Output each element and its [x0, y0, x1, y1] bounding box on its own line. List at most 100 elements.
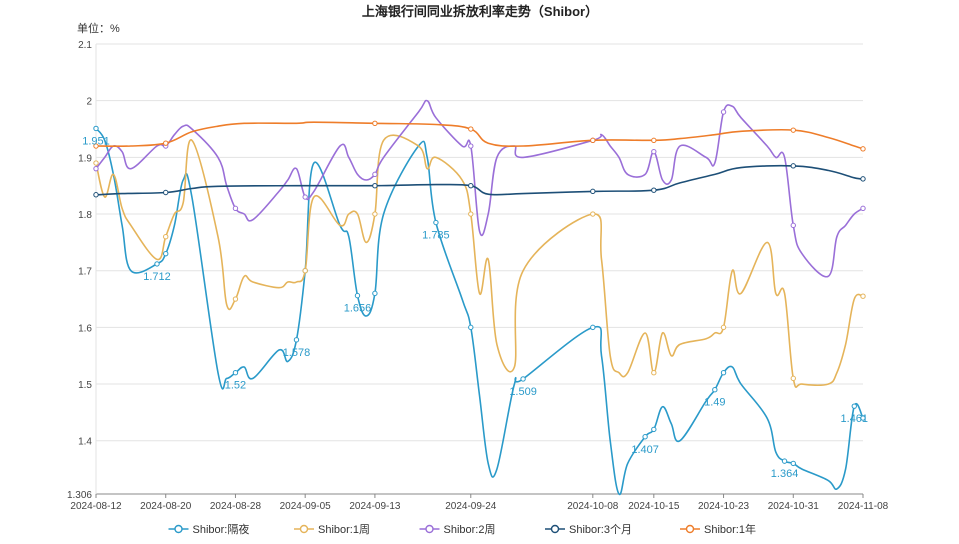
- x-tick-label: 2024-10-08: [567, 501, 619, 512]
- legend-label: Shibor:2周: [444, 523, 496, 536]
- data-point[interactable]: [590, 137, 596, 144]
- data-point[interactable]: [372, 290, 378, 297]
- series-line-2: [95, 99, 864, 278]
- data-point[interactable]: [93, 160, 99, 166]
- data-point[interactable]: [651, 187, 657, 193]
- data-point[interactable]: [860, 205, 866, 212]
- legend-item-0[interactable]: Shibor:隔夜: [168, 522, 250, 536]
- data-label: 1.407: [631, 444, 659, 456]
- legend-label: Shibor:隔夜: [193, 522, 250, 536]
- data-point[interactable]: [790, 460, 796, 467]
- legend-label: Shibor:3个月: [569, 523, 632, 536]
- data-point[interactable]: [860, 176, 866, 182]
- data-point[interactable]: [93, 192, 99, 198]
- data-point[interactable]: [860, 146, 866, 152]
- data-point[interactable]: [860, 415, 866, 421]
- data-point[interactable]: [93, 125, 99, 132]
- data-point[interactable]: [93, 165, 99, 172]
- data-label: 1.49: [704, 397, 725, 409]
- data-point[interactable]: [433, 219, 439, 226]
- data-point[interactable]: [642, 434, 648, 440]
- legend[interactable]: Shibor:隔夜 Shibor:1周 Shibor:2周 Shibor:3个月 Shi…: [168, 522, 756, 536]
- data-point[interactable]: [372, 171, 378, 178]
- data-point[interactable]: [590, 188, 596, 195]
- data-label: 1.712: [143, 271, 171, 283]
- x-tick-label: 2024-08-12: [70, 501, 122, 512]
- data-point[interactable]: [790, 222, 796, 229]
- data-point[interactable]: [468, 182, 474, 189]
- series-line-3: [95, 164, 864, 196]
- data-point[interactable]: [232, 205, 239, 212]
- data-label: 1.364: [771, 468, 799, 480]
- legend-item-4[interactable]: Shibor:1年: [680, 522, 756, 536]
- data-point[interactable]: [781, 458, 788, 464]
- chart-title: 上海银行间同业拆放利率走势（Shibor）: [362, 4, 598, 19]
- data-point[interactable]: [163, 189, 169, 196]
- series-line-1: [95, 134, 864, 388]
- data-label: 1.509: [509, 386, 537, 398]
- data-point[interactable]: [860, 293, 866, 299]
- data-point[interactable]: [372, 120, 378, 127]
- x-tick-label: 2024-09-05: [280, 501, 332, 512]
- data-point[interactable]: [232, 296, 239, 302]
- data-point[interactable]: [354, 292, 361, 299]
- data-point[interactable]: [590, 211, 596, 217]
- data-point[interactable]: [520, 376, 526, 382]
- data-point[interactable]: [651, 426, 657, 433]
- data-point[interactable]: [468, 126, 474, 132]
- data-point[interactable]: [651, 137, 657, 144]
- legend-item-2[interactable]: Shibor:2周: [419, 523, 496, 536]
- data-point[interactable]: [468, 143, 474, 149]
- data-point[interactable]: [163, 250, 169, 257]
- data-point[interactable]: [651, 370, 657, 376]
- y-tick-label: 1.306: [67, 490, 92, 501]
- x-tick-label: 2024-09-24: [445, 501, 497, 512]
- data-point[interactable]: [720, 370, 727, 376]
- x-tick-label: 2024-11-08: [838, 501, 889, 512]
- data-label: 1.951: [82, 135, 110, 147]
- data-point[interactable]: [232, 370, 239, 376]
- data-point[interactable]: [468, 211, 474, 217]
- data-point[interactable]: [154, 261, 160, 267]
- unit-label: 单位：%: [77, 21, 120, 35]
- data-point[interactable]: [163, 233, 169, 240]
- data-point[interactable]: [712, 387, 718, 393]
- legend-marker-icon: [299, 524, 309, 534]
- data-point[interactable]: [790, 127, 796, 133]
- legend-item-1[interactable]: Shibor:1周: [294, 523, 370, 536]
- y-tick-label: 1.5: [78, 380, 92, 391]
- data-point[interactable]: [651, 148, 657, 155]
- data-point[interactable]: [372, 182, 378, 189]
- data-point[interactable]: [590, 324, 596, 331]
- y-tick-label: 1.6: [78, 323, 92, 334]
- data-point[interactable]: [720, 324, 727, 331]
- series-line-4: [95, 121, 864, 150]
- data-point[interactable]: [293, 337, 300, 343]
- x-tick-label: 2024-08-28: [210, 501, 262, 512]
- data-point[interactable]: [851, 403, 857, 409]
- x-tick-label: 2024-10-23: [698, 501, 750, 512]
- data-point[interactable]: [720, 109, 727, 115]
- legend-item-3[interactable]: Shibor:3个月: [545, 523, 632, 536]
- data-point[interactable]: [302, 194, 308, 200]
- x-tick-label: 2024-09-13: [349, 501, 401, 512]
- data-point[interactable]: [163, 140, 169, 146]
- data-point[interactable]: [93, 143, 99, 149]
- y-tick-label: 2: [86, 97, 92, 108]
- data-labels: 1.951 1.712 1.52 1.578 1.656 1.785 1.509 1.407 1…: [82, 135, 868, 480]
- x-tick-label: 2024-10-15: [628, 501, 680, 512]
- data-point[interactable]: [468, 324, 474, 331]
- data-point[interactable]: [372, 211, 378, 217]
- data-point[interactable]: [302, 268, 308, 274]
- data-label: 1.578: [283, 347, 311, 359]
- legend-marker-icon: [685, 524, 695, 534]
- data-point[interactable]: [790, 375, 796, 382]
- y-tick-label: 1.7: [78, 267, 92, 278]
- grid-lines: [96, 43, 863, 495]
- data-point[interactable]: [790, 163, 796, 169]
- legend-marker-icon: [174, 524, 183, 534]
- axes: 1.306 1.4 1.5 1.6 1.7 1.8 1.9 2 2.1 2024-08-12 202…: [67, 40, 889, 512]
- y-tick-label: 1.4: [78, 437, 92, 448]
